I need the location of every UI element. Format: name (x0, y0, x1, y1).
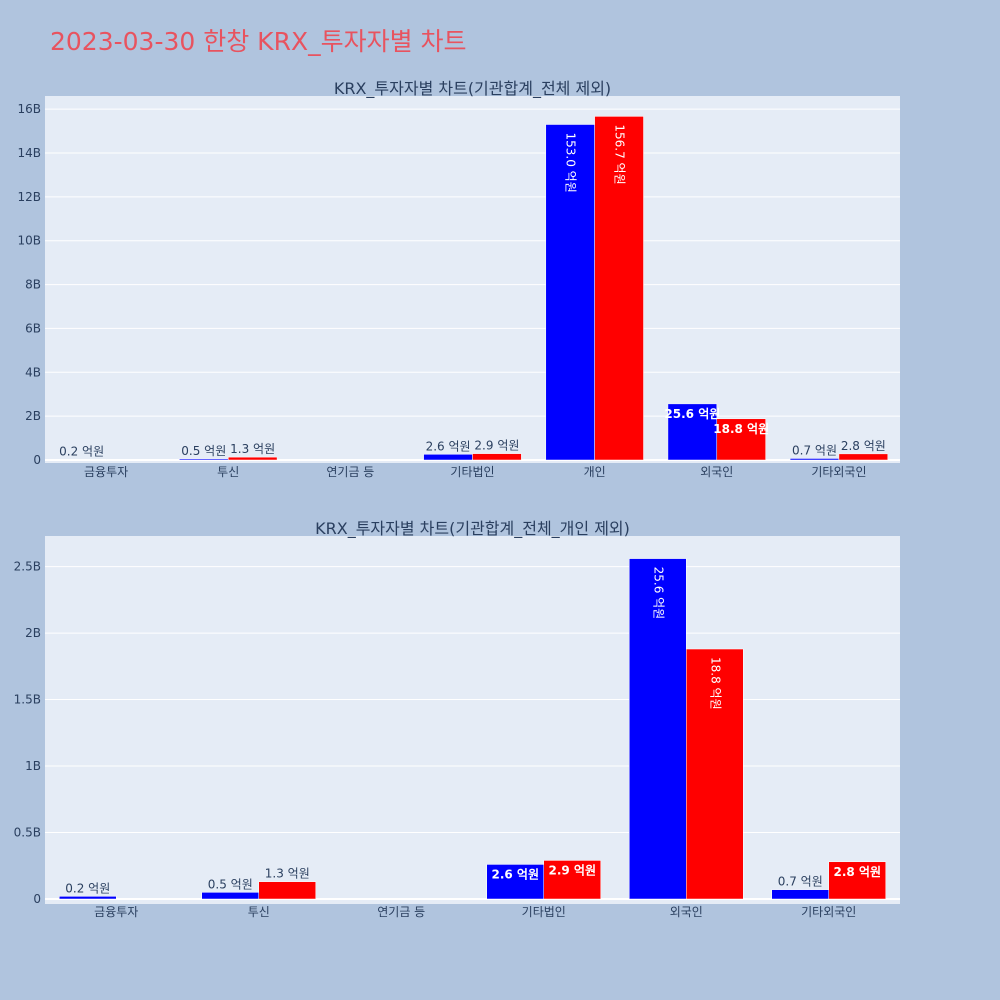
y-tick-label: 8B (25, 278, 41, 292)
y-tick-label: 2.5B (14, 560, 41, 574)
bar (59, 896, 117, 900)
x-tick-label: 연기금 등 (377, 905, 425, 919)
chart-title: KRX_투자자별 차트(기관합계_전체_개인 제외) (315, 519, 630, 539)
bar (543, 860, 601, 900)
data-label: 0.7 억원 (778, 875, 823, 889)
bar (771, 889, 829, 900)
data-label: 2.8 억원 (833, 865, 881, 879)
y-tick-label: 6B (25, 321, 41, 335)
data-label: 1.3 억원 (265, 867, 310, 881)
y-tick-label: 0 (33, 892, 41, 906)
x-tick-label: 투신 (248, 905, 270, 919)
bar (227, 456, 278, 461)
y-tick-label: 14B (17, 146, 41, 160)
x-tick-label: 금융투자 (94, 905, 138, 919)
data-label: 0.2 억원 (59, 445, 104, 459)
y-tick-label: 10B (17, 234, 41, 248)
bar (545, 124, 595, 461)
data-label: 2.6 억원 (426, 439, 471, 453)
data-label: 2.9 억원 (474, 439, 519, 453)
plot-area (45, 536, 900, 904)
data-label: 0.2 억원 (65, 881, 110, 895)
x-tick-label: 투신 (217, 465, 239, 479)
x-tick-label: 기타법인 (522, 905, 566, 919)
x-tick-label: 외국인 (700, 465, 733, 479)
data-label: 156.7 억원 (613, 124, 627, 184)
data-label: 2.9 억원 (548, 863, 596, 877)
x-tick-label: 연기금 등 (326, 465, 374, 479)
x-tick-label: 개인 (584, 465, 606, 479)
y-tick-label: 1.5B (14, 693, 41, 707)
chart-1: KRX_투자자별 차트(기관합계_전체 제외) 0 2B 4B 6B 8B 10B 12B 14… (17, 79, 900, 479)
bar (838, 453, 889, 461)
data-label: 25.6 억원 (664, 407, 720, 421)
x-tick-label: 금융투자 (84, 465, 128, 479)
data-label: 2.6 억원 (491, 867, 539, 881)
bar (667, 403, 718, 461)
y-tick-label: 2B (25, 409, 41, 423)
bar (201, 892, 259, 900)
bar (716, 418, 766, 461)
y-tick-label: 12B (17, 190, 41, 204)
chart-2: KRX_투자자별 차트(기관합계_전체_개인 제외) 0 0.5B 1B 1.5B 2B 2… (14, 519, 900, 919)
y-tick-label: 4B (25, 365, 41, 379)
data-label: 18.8 억원 (713, 422, 769, 436)
data-label: 0.7 억원 (792, 443, 837, 457)
bar (472, 453, 522, 461)
y-tick-label: 0.5B (14, 826, 41, 840)
x-tick-label: 기타법인 (450, 465, 494, 479)
data-label: 25.6 억원 (651, 567, 665, 620)
y-tick-label: 1B (25, 759, 41, 773)
bar (179, 458, 229, 461)
page-title: 2023-03-30 한창 KRX_투자자별 차트 (50, 27, 467, 56)
x-tick-label: 외국인 (670, 905, 703, 919)
data-label: 2.8 억원 (841, 439, 886, 453)
data-label: 0.5 억원 (208, 877, 253, 891)
data-label: 153.0 억원 (564, 133, 578, 193)
data-label: 0.5 억원 (181, 444, 226, 458)
data-label: 18.8 억원 (708, 657, 722, 710)
bar (423, 454, 473, 461)
chart-title: KRX_투자자별 차트(기관합계_전체 제외) (334, 79, 611, 99)
x-tick-label: 기타외국인 (801, 905, 856, 919)
data-label: 1.3 억원 (230, 442, 275, 456)
bar (686, 648, 744, 900)
bar (629, 558, 687, 900)
y-tick-label: 2B (25, 626, 41, 640)
bar (258, 881, 316, 900)
bar (789, 458, 840, 461)
x-tick-label: 기타외국인 (811, 465, 866, 479)
y-tick-label: 0 (33, 453, 41, 467)
bar (594, 116, 644, 461)
bar (828, 861, 886, 900)
y-tick-label: 16B (17, 102, 41, 116)
plot-area (45, 96, 900, 463)
